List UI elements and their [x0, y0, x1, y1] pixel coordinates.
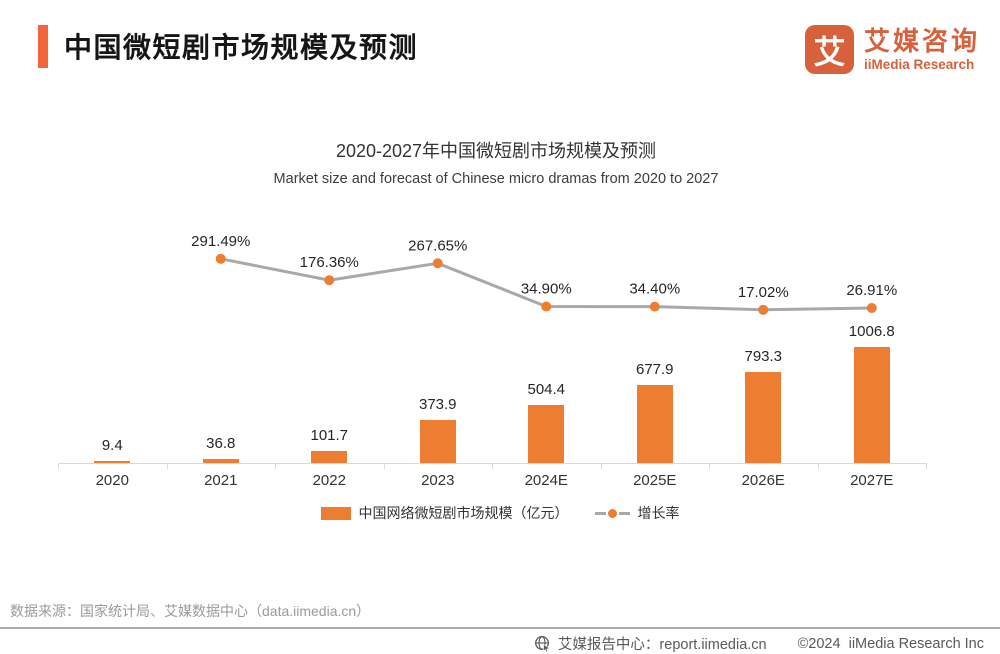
x-axis-label-2027E: 2027E	[850, 472, 894, 489]
x-axis-label-2023: 2023	[421, 472, 455, 489]
page-title: 中国微短剧市场规模及预测	[64, 32, 419, 63]
bar-value-2023: 373.9	[418, 396, 457, 414]
growth-point	[215, 253, 226, 264]
bar-value-2021: 36.8	[206, 434, 236, 452]
bar-2023	[419, 420, 456, 463]
growth-point	[432, 258, 443, 269]
x-axis-tick	[709, 463, 710, 469]
growth-label: 26.91%	[846, 282, 897, 299]
x-axis-label-2021: 2021	[204, 472, 238, 489]
chart-title: 2020-2027年中国微短剧市场规模及预测	[335, 141, 657, 161]
legend-item-market-size: 中国网络微短剧市场规模（亿元）	[320, 503, 569, 523]
x-axis-tick	[383, 463, 385, 469]
report-center-link: 艾媒报告中心：report.iimedia.cn	[557, 637, 767, 653]
x-axis-tick	[817, 463, 819, 469]
bar-2025E	[636, 385, 673, 463]
brand-name-en: iiMedia Research	[863, 56, 975, 72]
chart-legend: 中国网络微短剧市场规模（亿元） 增长率	[0, 503, 1000, 523]
bar-legend-label: 中国网络微短剧市场规模（亿元）	[358, 505, 569, 521]
bar-value-2025E: 677.9	[635, 361, 674, 379]
growth-label: 34.40%	[629, 281, 680, 298]
data-source: 数据来源：国家统计局、艾媒数据中心（data.iimedia.cn）	[10, 603, 371, 619]
logo-glyph: 艾	[813, 33, 846, 70]
x-axis-tick	[58, 463, 59, 469]
bar-line-chart: 9.4 2020 36.8 2021 101.7 2022 373.9 2023 504.4 20…	[58, 200, 927, 489]
footer-info: 艾媒报告中心：report.iimedia.cn ©2024 iiMedia R…	[534, 633, 984, 654]
growth-point	[541, 301, 552, 312]
x-axis-tick	[166, 463, 168, 469]
growth-point	[324, 275, 335, 286]
legend-dash-icon	[594, 511, 606, 515]
x-axis-tick	[275, 463, 276, 469]
legend-dash-icon	[618, 511, 630, 515]
bar-value-2022: 101.7	[310, 427, 349, 445]
growth-point	[866, 302, 877, 313]
growth-label: 176.36%	[300, 254, 359, 271]
brand-text: 艾媒咨询 iiMedia Research	[864, 27, 980, 72]
bar-value-2020: 9.4	[101, 437, 123, 454]
line-legend-label: 增长率	[637, 505, 680, 521]
bar-2021	[202, 458, 239, 463]
growth-label: 34.90%	[521, 281, 572, 298]
growth-line-layer: 291.49% 176.36% 267.65% 34.90% 34.40% 17.02% 2…	[191, 233, 897, 315]
x-axis-label-2022: 2022	[312, 472, 346, 489]
growth-point	[758, 304, 769, 315]
growth-label: 291.49%	[191, 233, 250, 250]
x-axis-label-2020: 2020	[95, 472, 129, 489]
bar-value-2026E: 793.3	[744, 347, 783, 365]
brand-logo: 艾 艾媒咨询 iiMedia Research	[804, 25, 980, 74]
x-axis-tick	[492, 463, 493, 469]
bar-2024E	[528, 405, 565, 463]
line-legend-marker	[594, 508, 630, 518]
bar-2026E	[745, 371, 782, 463]
bar-value-2027E: 1006.8	[848, 323, 895, 341]
legend-item-growth-rate: 增长率	[594, 503, 680, 523]
bar-legend-swatch	[320, 506, 351, 520]
copyright-text: ©2024 iiMedia Research Inc	[797, 635, 984, 652]
bar-2020	[94, 461, 131, 463]
chart-subtitle: Market size and forecast of Chinese micr…	[273, 171, 719, 187]
x-axis-tick	[600, 463, 602, 469]
bar-2022	[311, 451, 348, 463]
x-axis-tick	[926, 463, 927, 469]
growth-label: 17.02%	[738, 284, 789, 301]
x-axis-label-2025E: 2025E	[633, 472, 677, 489]
legend-dot-icon	[607, 508, 617, 518]
iimedia-logo-icon: 艾	[804, 25, 854, 74]
x-axis-label-2026E: 2026E	[741, 472, 785, 489]
growth-label: 267.65%	[408, 237, 467, 254]
x-axis-label-2024E: 2024E	[524, 472, 568, 489]
footer-divider	[0, 627, 1000, 629]
bar-2027E	[853, 347, 890, 463]
growth-point	[649, 301, 660, 312]
bar-value-2024E: 504.4	[527, 381, 566, 398]
title-accent-bar	[38, 25, 48, 68]
brand-name-cn: 艾媒咨询	[863, 26, 980, 57]
globe-icon	[534, 636, 551, 652]
